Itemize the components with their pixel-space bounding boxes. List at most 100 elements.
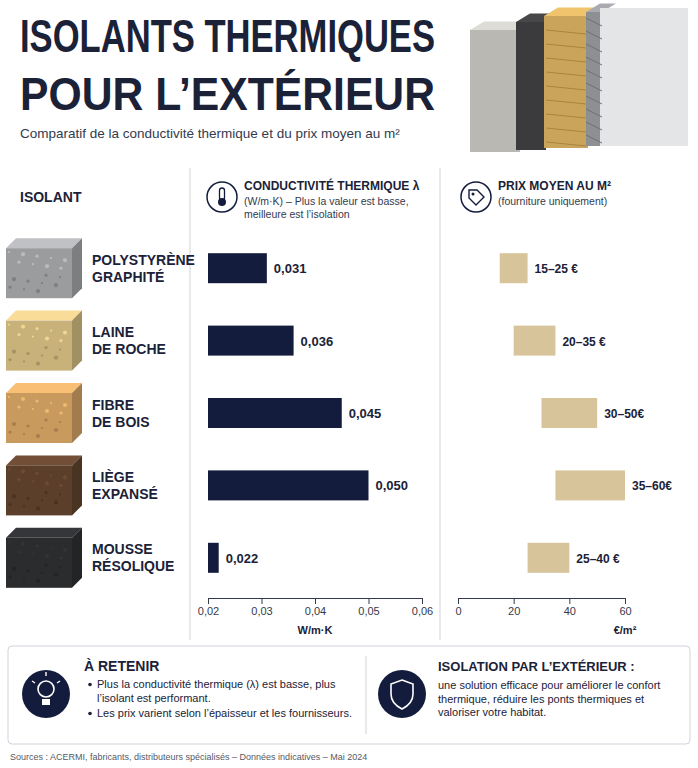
- text-line: l’isolant est performant.: [97, 692, 211, 704]
- text-line: DE ROCHE: [92, 341, 166, 357]
- tick-mark: [625, 598, 626, 604]
- swatch-texture: [59, 493, 61, 495]
- x-axis: 0,020,030,040,050,06: [198, 598, 433, 617]
- swatch-texture: [8, 324, 10, 326]
- x-axis: 0204060: [455, 598, 631, 617]
- swatch-texture: [45, 481, 49, 485]
- mesh: [586, 12, 602, 146]
- tick: 40: [564, 598, 576, 617]
- swatch-top: [6, 528, 82, 538]
- rockwool-fibre: [546, 30, 586, 34]
- swatch-texture: [12, 567, 16, 571]
- thermometer-icon: [207, 182, 237, 212]
- bar: [208, 543, 219, 573]
- tick: 0,04: [305, 598, 326, 617]
- bars: [208, 253, 369, 573]
- swatch-texture: [8, 468, 10, 470]
- rockwool-fibre: [546, 72, 586, 76]
- swatch-texture: [8, 575, 11, 578]
- swatch-texture: [59, 484, 62, 487]
- tick: 0,05: [358, 598, 379, 617]
- swatch-texture: [45, 337, 49, 341]
- text-line: MOUSSE: [92, 541, 153, 557]
- data-label: 0,050: [376, 478, 409, 493]
- tick-label: 0,02: [198, 605, 219, 617]
- swatch-texture: [17, 261, 20, 264]
- icon-hole: [472, 193, 475, 196]
- material-swatch: [6, 383, 82, 443]
- swatch-texture: [59, 339, 62, 342]
- category-label: MOUSSERÉSOLIQUE: [92, 541, 174, 574]
- text-line: LIÈGE: [92, 469, 134, 485]
- swatch-texture: [36, 434, 40, 438]
- swatch-texture: [63, 258, 67, 262]
- swatch-texture: [50, 547, 52, 549]
- swatch-texture: [41, 355, 43, 357]
- swatch-texture: [54, 356, 58, 360]
- swatch-texture: [63, 331, 67, 335]
- panel-title: CONDUCTIVITÉ THERMIQUE λ: [244, 178, 420, 193]
- tag-icon: [461, 182, 491, 212]
- swatch-texture: [32, 480, 34, 482]
- swatch-texture: [21, 469, 25, 473]
- material-swatch: [6, 455, 82, 515]
- text-line: (W/m·K) – Plus la valeur est basse,: [244, 195, 409, 207]
- tick-mark: [208, 598, 209, 604]
- icon-tag: [469, 190, 484, 205]
- swatch-front: [6, 393, 72, 443]
- shield-icon: [378, 670, 426, 718]
- material-swatch: [6, 311, 82, 371]
- panel-subtitle: (fourniture uniquement): [498, 195, 607, 207]
- text-line: LAINE: [92, 324, 134, 340]
- axis-line: [459, 598, 626, 599]
- swatch-texture: [12, 422, 16, 426]
- panel-title: PRIX MOYEN AU M²: [498, 179, 611, 193]
- tick: 0,02: [198, 598, 219, 617]
- rockwool-fibre: [546, 100, 586, 104]
- footer-item: Les prix varient selon l’épaisseur et le…: [97, 707, 352, 719]
- axis-title: W/m·K: [298, 624, 333, 636]
- swatch-top: [6, 238, 82, 248]
- swatch-front: [6, 248, 72, 298]
- swatch-texture: [8, 358, 11, 361]
- swatch-side: [72, 455, 82, 515]
- icon-ring: [207, 182, 237, 212]
- swatch-texture: [45, 409, 49, 413]
- sources: Sources : ACERMI, fabricants, distribute…: [10, 752, 367, 762]
- swatch-texture: [35, 472, 38, 475]
- swatch-texture: [8, 430, 11, 433]
- icon-shield: [391, 680, 413, 709]
- swatch-texture: [44, 563, 47, 566]
- swatch-texture: [12, 277, 16, 281]
- swatch-texture: [59, 556, 62, 559]
- mesh-line: [586, 31, 602, 39]
- bar: [208, 253, 267, 283]
- bulb-icon: [22, 670, 70, 718]
- swatch-texture: [54, 428, 58, 432]
- text-line: Les prix varient selon l’épaisseur et le…: [97, 707, 352, 719]
- swatch-texture: [17, 405, 20, 408]
- swatch-texture: [35, 544, 38, 547]
- tick-label: 0: [455, 605, 461, 617]
- swatch-texture: [41, 282, 43, 284]
- bullet: [88, 683, 92, 687]
- swatch-texture: [21, 397, 25, 401]
- swatch-front: [6, 538, 72, 588]
- swatch-texture: [36, 362, 40, 366]
- swatch-top: [6, 311, 82, 321]
- swatch-side: [72, 238, 82, 298]
- swatch-texture: [54, 573, 58, 577]
- swatch-texture: [32, 408, 34, 410]
- swatch-texture: [26, 352, 29, 355]
- text-line: Plus la conductivité thermique (λ) est b…: [97, 678, 336, 690]
- mesh-line: [586, 57, 602, 65]
- column-head: ISOLANT: [20, 189, 82, 205]
- tick-mark: [262, 598, 263, 604]
- swatch-texture: [23, 361, 25, 363]
- text-line: thermique, réduire les ponts thermiques …: [438, 693, 644, 705]
- axis-title: €/m²: [614, 624, 637, 636]
- swatch-texture: [26, 569, 29, 572]
- swatch-texture: [50, 474, 52, 476]
- bar: [208, 326, 294, 356]
- tick-label: 60: [619, 605, 631, 617]
